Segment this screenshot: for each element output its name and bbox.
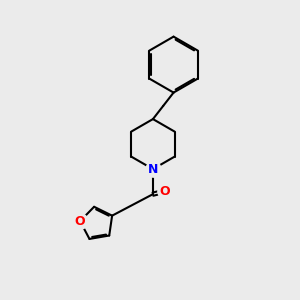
Text: O: O xyxy=(75,215,86,228)
Text: N: N xyxy=(148,163,158,176)
Text: O: O xyxy=(159,185,170,198)
